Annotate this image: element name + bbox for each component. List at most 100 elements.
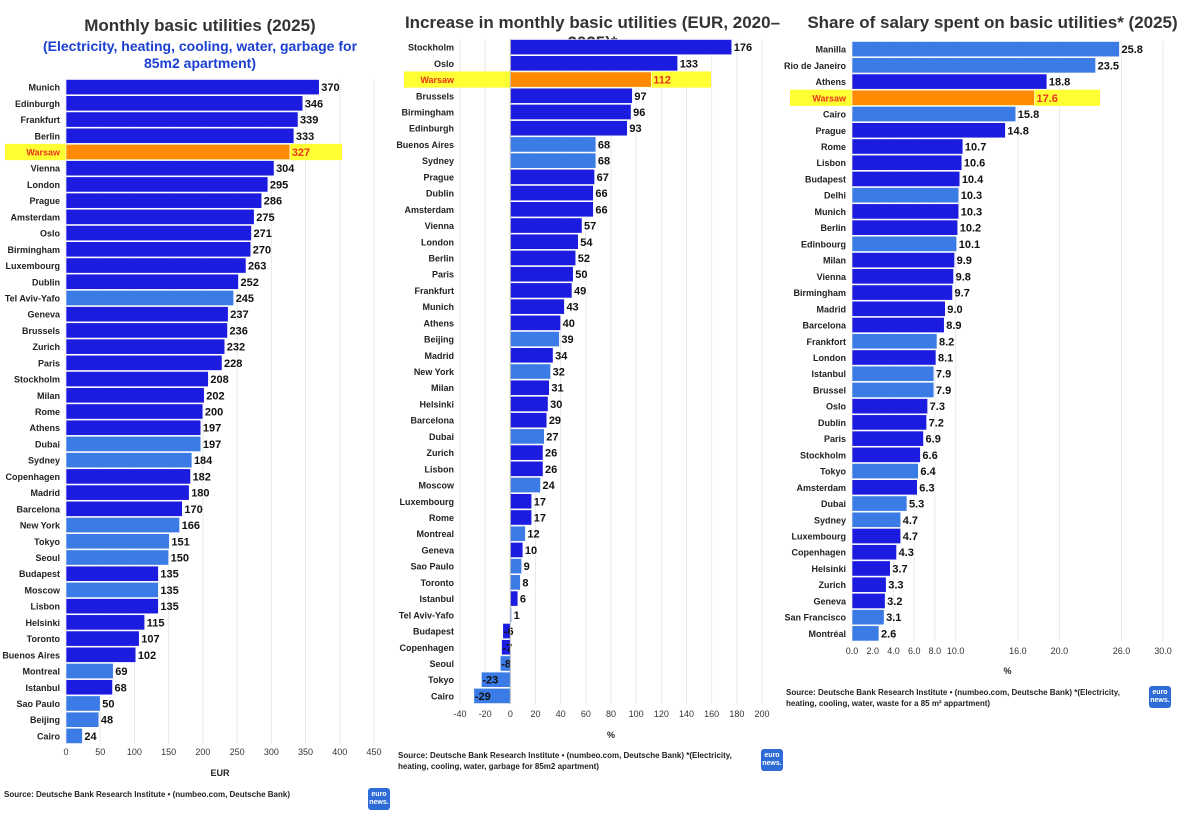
value-label-tel-aviv-yafo: 245 — [236, 293, 254, 305]
category-label-beijing: Beijing — [30, 715, 60, 725]
bar-rome — [851, 138, 964, 155]
chart-panel-salary-share: Share of salary spent on basic utilities… — [784, 0, 1200, 816]
value-label-tokyo: 151 — [171, 536, 189, 548]
value-label-sydney: 68 — [598, 156, 610, 168]
category-label-istanbul: Istanbul — [419, 594, 454, 604]
value-label-moscow: 135 — [160, 585, 178, 597]
value-label-luxembourg: 263 — [248, 261, 266, 273]
category-label-berlin: Berlin — [34, 131, 60, 141]
category-label-montreal: Montreal — [22, 667, 60, 677]
bar-cairo — [851, 106, 1017, 122]
value-label-tel-aviv-yafo: 1 — [514, 610, 520, 622]
category-label-prague: Prague — [29, 196, 60, 206]
category-label-oslo: Oslo — [434, 59, 455, 69]
value-label-montreal: 2.6 — [881, 628, 896, 640]
value-label-brussels: 97 — [634, 91, 646, 103]
category-label-athens: Athens — [423, 318, 454, 328]
chart-panel-increase: Increase in monthly basic utilities (EUR… — [396, 0, 785, 816]
value-label-lisbon: 10.6 — [964, 158, 985, 170]
value-label-amsterdam: 6.3 — [919, 482, 934, 494]
x-tick-label: 350 — [298, 747, 313, 757]
category-label-helsinki: Helsinki — [25, 618, 60, 628]
bar-birmingham — [851, 284, 953, 301]
category-label-rome: Rome — [35, 407, 60, 417]
category-label-tel-aviv-yafo: Tel Aviv-Yafo — [399, 610, 455, 620]
category-label-berlin: Berlin — [820, 223, 846, 233]
bar-luxembourg — [510, 493, 533, 510]
category-label-madrid: Madrid — [30, 488, 60, 498]
value-label-edinburgh: 93 — [629, 123, 641, 135]
category-label-warsaw: Warsaw — [26, 147, 61, 157]
category-label-tokyo: Tokyo — [820, 467, 846, 477]
category-label-amsterdam: Amsterdam — [404, 205, 454, 215]
bar-istanbul — [851, 365, 935, 382]
bar-copenhagen — [65, 468, 191, 485]
category-label-amsterdam: Amsterdam — [10, 212, 60, 222]
value-label-helsinki: 3.7 — [892, 563, 907, 575]
bar-munich — [65, 79, 320, 96]
bar-zurich — [851, 576, 887, 593]
category-label-frankfurt: Frankfurt — [414, 286, 454, 296]
category-label-dubai: Dubai — [429, 432, 454, 442]
category-label-lisbon: Lisbon — [31, 602, 61, 612]
value-label-sao-paulo: 50 — [102, 698, 114, 710]
bar-vienna — [510, 217, 583, 234]
category-label-tokyo: Tokyo — [34, 537, 60, 547]
x-tick-label: 20 — [530, 709, 540, 719]
category-label-tokyo: Tokyo — [428, 675, 454, 685]
category-label-dublin: Dublin — [818, 418, 846, 428]
bar-montreal — [65, 663, 114, 679]
value-label-new-york: 166 — [182, 520, 200, 532]
category-label-barcelona: Barcelona — [16, 504, 61, 514]
value-label-tokyo: 6.4 — [920, 466, 936, 478]
bar-prague — [510, 168, 595, 185]
bar-chart-increase: -40 -20 0 20 40 60 80 100 120 140 160 180 200%Stockh… — [396, 39, 770, 740]
bar-munich — [510, 298, 565, 315]
bar-madrid — [851, 300, 946, 317]
value-label-vienna: 304 — [276, 163, 295, 175]
bar-new-york — [510, 363, 551, 380]
bar-lisbon — [65, 598, 159, 615]
category-label-frankfort: Frankfort — [806, 337, 846, 347]
category-label-istanbul: Istanbul — [811, 369, 846, 379]
bar-helsinki — [510, 396, 549, 412]
value-label-geneva: 3.2 — [887, 596, 902, 608]
x-tick-label: 4.0 — [887, 646, 900, 656]
x-tick-label: 450 — [366, 747, 381, 757]
x-tick-label: 200 — [754, 709, 769, 719]
bar-zurich — [510, 444, 544, 461]
value-label-budapest: 135 — [160, 569, 178, 581]
value-label-cairo: -29 — [475, 691, 491, 703]
category-label-edinburgh: Edinburgh — [15, 99, 60, 109]
bar-lisbon — [851, 154, 963, 171]
euronews-logo: euro news. — [368, 788, 390, 810]
bar-sao-paulo — [510, 558, 522, 575]
category-label-copenhagen: Copenhagen — [791, 548, 846, 558]
bar-brussels — [65, 322, 228, 339]
value-label-madrid: 9.0 — [947, 304, 962, 316]
x-tick-label: 2.0 — [866, 646, 879, 656]
bar-dublin — [65, 273, 239, 290]
x-tick-label: 0 — [63, 747, 68, 757]
logo-line2: news. — [762, 760, 782, 767]
value-label-budapest: -6 — [504, 626, 514, 638]
value-label-tokyo: -23 — [482, 675, 498, 687]
x-tick-label: 40 — [556, 709, 566, 719]
bar-oslo — [510, 55, 678, 72]
category-label-sydney: Sydney — [28, 456, 60, 466]
category-label-luxembourg: Luxembourg — [399, 497, 454, 507]
value-label-beijing: 48 — [101, 715, 113, 727]
bar-birmingham — [510, 104, 632, 120]
category-label-moscow: Moscow — [24, 585, 61, 595]
x-tick-label: 100 — [629, 709, 644, 719]
value-label-new-york: 32 — [553, 367, 565, 379]
bar-geneva — [851, 593, 886, 609]
category-label-prague: Prague — [423, 172, 454, 182]
bar-milan — [65, 387, 205, 404]
category-label-sydney: Sydney — [422, 156, 454, 166]
value-label-athens: 18.8 — [1049, 77, 1070, 89]
x-tick-label: -20 — [479, 709, 492, 719]
category-label-london: London — [421, 237, 454, 247]
bar-munich — [851, 203, 960, 220]
value-label-paris: 6.9 — [926, 434, 941, 446]
